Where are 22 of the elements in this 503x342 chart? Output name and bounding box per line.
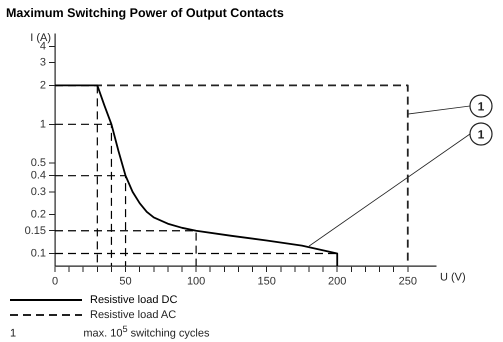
y-tick-label: 3 [40, 56, 46, 69]
y-tick-label: 2 [40, 79, 46, 92]
text: Resistive load DC [90, 294, 178, 306]
y-tick-label: 0.3 [30, 186, 46, 198]
x-axis-title: U (V) [440, 272, 466, 284]
y-tick-label: 0.5 [30, 157, 46, 170]
text: Resistive load AC [90, 309, 176, 321]
y-tick-label: 0.1 [30, 248, 46, 260]
x-tick-label: 50 [119, 276, 132, 288]
y-tick-label: 0.15 [24, 224, 46, 237]
text: 1 max. 10$^{5}$ switching cycles [10, 324, 210, 340]
x-tick-label: 100 [186, 276, 206, 288]
x-tick-label: 200 [328, 276, 346, 288]
y-tick-label: 0.2 [30, 208, 46, 221]
x-tick-label: 250 [398, 276, 417, 288]
annotation: 1 [478, 127, 485, 142]
x-tick-label: 150 [257, 276, 276, 288]
chart-title: Maximum Switching Power of Output Contacts [5, 5, 285, 22]
y-tick-label: 1 [40, 118, 46, 130]
y-tick-label: 0.4 [30, 170, 46, 182]
annotation: 1 [478, 99, 485, 114]
x-tick-label: 0 [52, 276, 58, 288]
